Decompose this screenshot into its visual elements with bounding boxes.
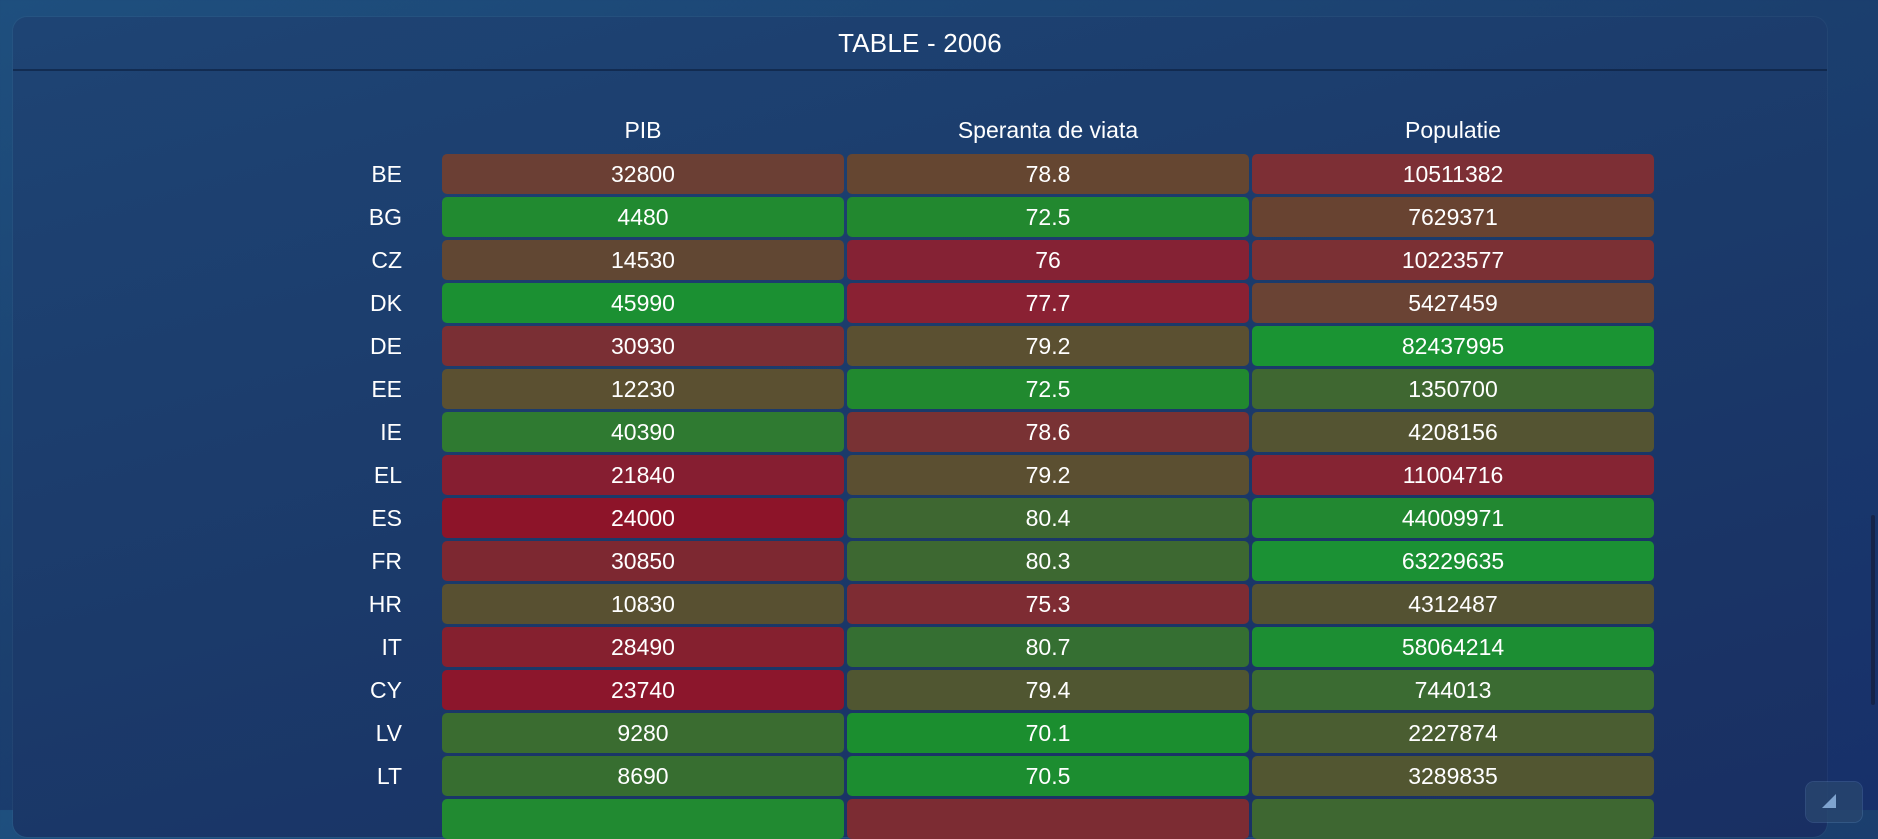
column-header: Speranta de viata bbox=[957, 117, 1139, 143]
table-cell: 72.5 bbox=[847, 197, 1249, 237]
table-cell: 80.3 bbox=[847, 541, 1249, 581]
table-cell: 44009971 bbox=[1252, 498, 1654, 538]
row-label: CZ bbox=[371, 247, 402, 273]
table-cell: 744013 bbox=[1252, 670, 1654, 710]
table-cell: 2227874 bbox=[1252, 713, 1654, 753]
row-label: FR bbox=[371, 548, 402, 574]
table-cell: 8690 bbox=[442, 756, 844, 796]
table-cell: 9280 bbox=[442, 713, 844, 753]
row-label bbox=[322, 799, 402, 839]
table-cell: 30850 bbox=[442, 541, 844, 581]
scrollbar[interactable] bbox=[1871, 515, 1875, 705]
table-cell: 79.4 bbox=[847, 670, 1249, 710]
table-cell: 1350700 bbox=[1252, 369, 1654, 409]
table-cell: 24000 bbox=[442, 498, 844, 538]
table-cell: 3289835 bbox=[1252, 756, 1654, 796]
table-cell: 14530 bbox=[442, 240, 844, 280]
table-cell: 11004716 bbox=[1252, 455, 1654, 495]
table-cell: 30930 bbox=[442, 326, 844, 366]
table-cell: 21840 bbox=[442, 455, 844, 495]
table-cell: 28490 bbox=[442, 627, 844, 667]
corner-button[interactable] bbox=[1806, 782, 1862, 822]
table-cell: 70.1 bbox=[847, 713, 1249, 753]
table-cell bbox=[847, 799, 1249, 839]
table-cell: 23740 bbox=[442, 670, 844, 710]
table-cell: 10830 bbox=[442, 584, 844, 624]
table-cell: 4480 bbox=[442, 197, 844, 237]
table-cell: 5427459 bbox=[1252, 283, 1654, 323]
table-cell bbox=[442, 799, 844, 839]
table-cell: 80.7 bbox=[847, 627, 1249, 667]
row-label: DK bbox=[370, 290, 402, 316]
resize-icon bbox=[1822, 794, 1836, 808]
panel-title: TABLE - 2006 bbox=[838, 27, 1002, 58]
row-label: EL bbox=[373, 462, 402, 488]
table-cell: 78.6 bbox=[847, 412, 1249, 452]
table-cell: 45990 bbox=[442, 283, 844, 323]
table-cell: 58064214 bbox=[1252, 627, 1654, 667]
row-label: DE bbox=[370, 333, 402, 359]
row-label: BG bbox=[368, 204, 402, 230]
row-label: EE bbox=[371, 376, 402, 402]
table-cell: 4312487 bbox=[1252, 584, 1654, 624]
row-label: HR bbox=[368, 591, 402, 617]
panel-header: TABLE - 2006 bbox=[13, 17, 1827, 71]
table-cell: 79.2 bbox=[847, 455, 1249, 495]
table-cell: 80.4 bbox=[847, 498, 1249, 538]
row-label: IE bbox=[380, 419, 402, 445]
table-cell: 75.3 bbox=[847, 584, 1249, 624]
row-label: ES bbox=[371, 505, 402, 531]
table-cell: 40390 bbox=[442, 412, 844, 452]
row-label: IT bbox=[381, 634, 402, 660]
table-cell: 82437995 bbox=[1252, 326, 1654, 366]
table-cell: 77.7 bbox=[847, 283, 1249, 323]
table-cell: 78.8 bbox=[847, 154, 1249, 194]
row-label: CY bbox=[370, 677, 402, 703]
table-cell: 76 bbox=[847, 240, 1249, 280]
row-label: LV bbox=[375, 720, 402, 746]
table-cell: 7629371 bbox=[1252, 197, 1654, 237]
table-cell: 79.2 bbox=[847, 326, 1249, 366]
column-header: Populatie bbox=[1405, 117, 1501, 143]
table-cell: 32800 bbox=[442, 154, 844, 194]
table-cell: 72.5 bbox=[847, 369, 1249, 409]
table-cell bbox=[1252, 799, 1654, 839]
column-header: PIB bbox=[624, 117, 662, 143]
table-cell: 10511382 bbox=[1252, 154, 1654, 194]
table-cell: 70.5 bbox=[847, 756, 1249, 796]
table-cell: 63229635 bbox=[1252, 541, 1654, 581]
table-cell: 10223577 bbox=[1252, 240, 1654, 280]
table-cell: 4208156 bbox=[1252, 412, 1654, 452]
row-label: LT bbox=[376, 763, 402, 789]
row-label: BE bbox=[371, 161, 402, 187]
table-cell: 12230 bbox=[442, 369, 844, 409]
